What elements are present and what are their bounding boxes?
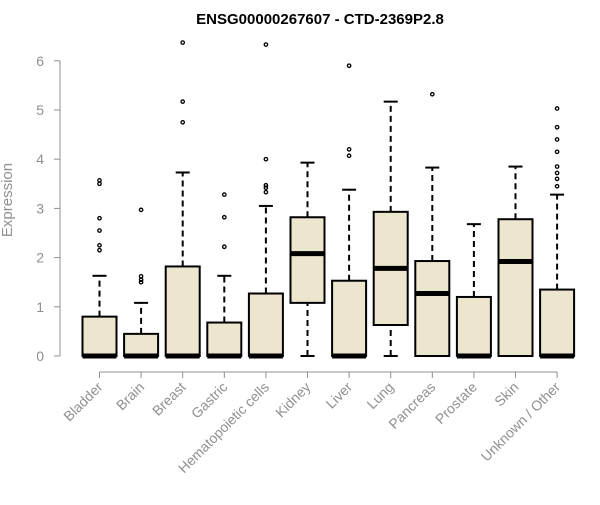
box-breast xyxy=(164,40,201,359)
box-prostate xyxy=(455,223,492,359)
box-iqr xyxy=(539,288,576,357)
outlier-point xyxy=(429,91,435,97)
outlier-point xyxy=(221,192,227,197)
y-tick-label: 4 xyxy=(36,151,44,167)
box-iqr xyxy=(206,321,243,358)
outlier-point xyxy=(554,106,560,111)
y-tick-label: 1 xyxy=(36,299,44,315)
outlier-point xyxy=(554,164,560,169)
x-tick-label: Liver xyxy=(322,379,355,412)
outlier-point xyxy=(180,119,186,125)
box-gastric xyxy=(206,192,243,359)
box-lung xyxy=(372,100,409,357)
outlier-point xyxy=(263,182,269,188)
outlier-point xyxy=(263,42,269,47)
box-iqr xyxy=(123,332,160,357)
outlier-point xyxy=(346,153,352,159)
box-bladder xyxy=(81,178,118,359)
outlier-point xyxy=(346,63,352,69)
outlier-point xyxy=(97,242,102,248)
box-brain xyxy=(123,207,160,359)
x-tick-label: Bladder xyxy=(60,379,106,425)
outlier-point xyxy=(554,183,560,189)
outlier-point xyxy=(554,137,560,142)
outlier-point xyxy=(263,156,269,162)
x-tick-label: Prostate xyxy=(432,379,480,427)
outlier-point xyxy=(138,207,144,213)
outlier-point xyxy=(554,149,560,155)
box-iqr xyxy=(164,265,201,357)
outlier-point xyxy=(97,178,102,183)
box-kidney xyxy=(289,161,326,357)
outlier-point xyxy=(221,244,227,250)
box-series xyxy=(81,40,576,359)
outlier-point xyxy=(97,228,102,233)
box-skin xyxy=(497,165,534,357)
box-iqr xyxy=(497,218,534,357)
box-unknown-other xyxy=(539,106,576,359)
box-liver xyxy=(331,63,368,359)
y-tick-label: 6 xyxy=(36,53,44,69)
outlier-point xyxy=(263,189,269,195)
box-iqr xyxy=(247,292,284,357)
x-tick-label: Kidney xyxy=(272,379,314,421)
outlier-point xyxy=(180,40,186,45)
outlier-point xyxy=(138,273,144,279)
x-tick-label: Brain xyxy=(113,379,147,413)
outlier-point xyxy=(97,215,102,221)
y-tick-label: 5 xyxy=(36,102,44,118)
outlier-point xyxy=(138,279,144,285)
outlier-point xyxy=(180,99,186,104)
x-tick-label: Unknown / Other xyxy=(478,379,564,465)
x-tick-label: Skin xyxy=(491,379,522,410)
outlier-point xyxy=(554,124,560,130)
outlier-point xyxy=(97,247,102,253)
y-axis-label: Expression xyxy=(0,163,16,237)
box-pancreas xyxy=(414,91,451,358)
outlier-point xyxy=(554,176,560,182)
y-axis: 0 1 2 3 4 5 6 xyxy=(36,53,61,364)
y-tick-label: 0 xyxy=(36,348,44,364)
box-iqr xyxy=(289,216,326,304)
box-iqr xyxy=(414,260,451,358)
x-tick-label: Lung xyxy=(363,379,396,412)
y-tick-label: 3 xyxy=(36,200,44,216)
outlier-point xyxy=(221,214,227,220)
outlier-point xyxy=(554,170,560,176)
outlier-point xyxy=(346,147,352,152)
outlier-point xyxy=(263,185,269,191)
chart-title: ENSG00000267607 - CTD-2369P2.8 xyxy=(196,11,444,28)
box-hematopoietic-cells xyxy=(247,42,284,359)
y-tick-label: 2 xyxy=(36,250,44,266)
box-iqr xyxy=(81,315,118,358)
box-iqr xyxy=(455,295,492,357)
x-tick-label: Breast xyxy=(149,379,189,419)
box-iqr xyxy=(331,279,368,357)
